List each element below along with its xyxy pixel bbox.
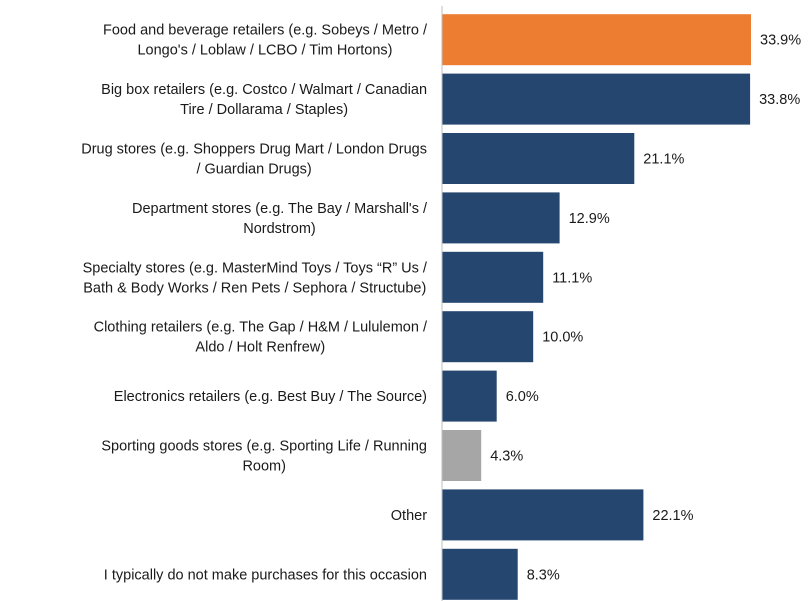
bars-layer — [442, 14, 751, 600]
value-label-9: 8.3% — [527, 567, 560, 583]
category-label-line: I typically do not make purchases for th… — [104, 567, 427, 583]
bar-8 — [442, 489, 644, 541]
category-label-line: Other — [391, 508, 427, 524]
category-label-line: Specialty stores (e.g. MasterMind Toys /… — [83, 260, 428, 276]
category-label-9: I typically do not make purchases for th… — [104, 567, 427, 583]
bar-0 — [442, 14, 751, 66]
value-label-1: 33.8% — [759, 92, 800, 108]
category-label-line: Longo's / Loblaw / LCBO / Tim Hortons) — [137, 43, 392, 59]
bar-4 — [442, 251, 544, 303]
value-label-7: 4.3% — [490, 449, 523, 465]
category-label-3: Department stores (e.g. The Bay / Marsha… — [132, 201, 428, 237]
category-label-6: Electronics retailers (e.g. Best Buy / T… — [114, 389, 427, 405]
value-label-8: 22.1% — [652, 508, 693, 524]
category-label-line: Tire / Dollarama / Staples) — [180, 102, 348, 118]
bar-1 — [442, 73, 751, 125]
category-labels-layer: Food and beverage retailers (e.g. Sobeys… — [81, 23, 428, 584]
bar-9 — [442, 548, 518, 600]
category-label-line: Clothing retailers (e.g. The Gap / H&M /… — [94, 320, 428, 336]
bar-6 — [442, 370, 497, 422]
category-label-line: Bath & Body Works / Ren Pets / Sephora /… — [83, 280, 426, 296]
category-label-line: Department stores (e.g. The Bay / Marsha… — [132, 201, 428, 217]
category-label-line: Room) — [242, 459, 286, 475]
category-label-1: Big box retailers (e.g. Costco / Walmart… — [101, 82, 427, 118]
value-labels-layer: 33.9% 33.8% 21.1% 12.9% 11.1% 10.0% 6.0% 4.3% 22… — [490, 33, 801, 584]
category-label-0: Food and beverage retailers (e.g. Sobeys… — [103, 23, 428, 59]
bar-2 — [442, 133, 635, 184]
category-label-7: Sporting goods stores (e.g. Sporting Lif… — [101, 439, 427, 475]
category-label-4: Specialty stores (e.g. MasterMind Toys /… — [83, 260, 428, 296]
category-label-2: Drug stores (e.g. Shoppers Drug Mart / L… — [81, 142, 427, 178]
category-label-line: Big box retailers (e.g. Costco / Walmart… — [101, 82, 427, 98]
bar-3 — [442, 192, 560, 244]
value-label-0: 33.9% — [760, 33, 801, 49]
category-label-line: Food and beverage retailers (e.g. Sobeys… — [103, 23, 428, 39]
value-label-2: 21.1% — [643, 152, 684, 168]
value-label-5: 10.0% — [542, 330, 583, 346]
category-label-line: Drug stores (e.g. Shoppers Drug Mart / L… — [81, 142, 427, 158]
bar-7 — [442, 430, 482, 481]
category-label-5: Clothing retailers (e.g. The Gap / H&M /… — [94, 320, 428, 356]
category-label-line: / Guardian Drugs) — [196, 162, 311, 178]
value-label-3: 12.9% — [569, 211, 610, 227]
category-label-line: Electronics retailers (e.g. Best Buy / T… — [114, 389, 427, 405]
value-label-4: 11.1% — [552, 270, 592, 286]
category-label-line: Aldo / Holt Renfrew) — [195, 340, 325, 356]
bar-5 — [442, 311, 534, 363]
category-label-line: Sporting goods stores (e.g. Sporting Lif… — [101, 439, 427, 455]
category-label-8: Other — [391, 508, 427, 524]
value-label-6: 6.0% — [506, 389, 539, 405]
category-label-line: Nordstrom) — [243, 221, 316, 237]
